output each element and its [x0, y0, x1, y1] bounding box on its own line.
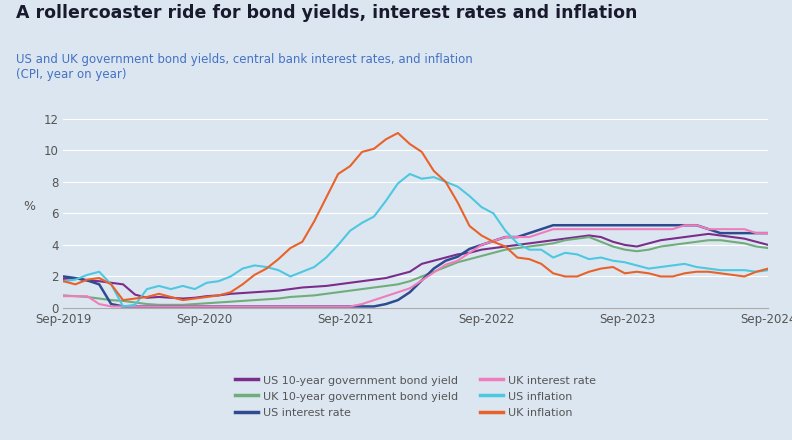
Legend: US 10-year government bond yield, UK 10-year government bond yield, US interest : US 10-year government bond yield, UK 10-… [231, 370, 600, 423]
Y-axis label: %: % [24, 200, 36, 213]
Text: US and UK government bond yields, central bank interest rates, and inflation
(CP: US and UK government bond yields, centra… [16, 53, 473, 81]
Text: A rollercoaster ride for bond yields, interest rates and inflation: A rollercoaster ride for bond yields, in… [16, 4, 638, 22]
